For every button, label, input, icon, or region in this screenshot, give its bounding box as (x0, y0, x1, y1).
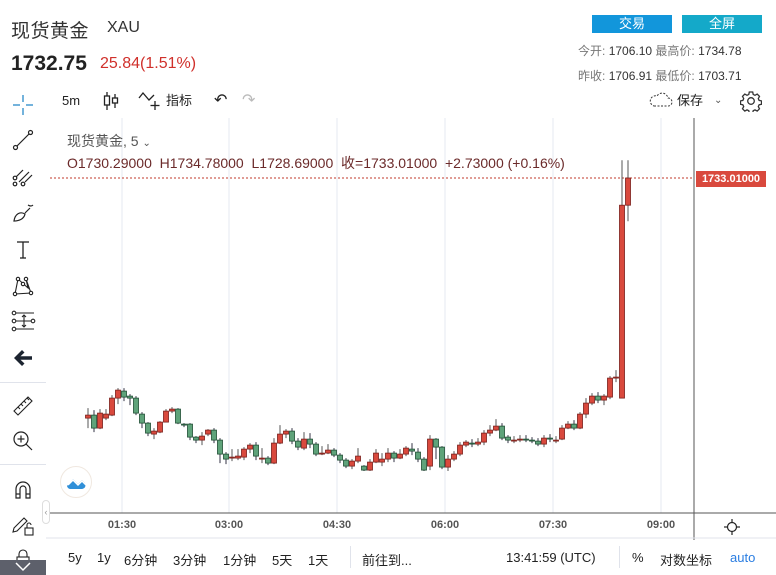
header: 现货黄金 XAU 1732.75 25.84(1.51%) 交易 全屏 今开: … (0, 0, 776, 86)
drawing-toolbar (0, 86, 46, 575)
low-value: 1703.71 (698, 69, 742, 83)
pitchfork-icon[interactable] (8, 161, 38, 191)
toolbar-divider (0, 464, 46, 465)
price-change: 25.84(1.51%) (100, 55, 197, 72)
crosshair-icon[interactable] (8, 90, 38, 120)
legend-close: 收=1733.01000 (341, 155, 438, 171)
time-axis-label: 06:00 (430, 519, 460, 531)
instrument-symbol: XAU (107, 19, 140, 36)
series-chevron-down-icon[interactable]: ⌄ (142, 138, 151, 149)
chart-toolbar: 5m 指标 ↶ ↷ 保存 ⌄ (50, 88, 776, 114)
range-5y[interactable]: 5y (68, 550, 82, 565)
high-value: 1734.78 (698, 44, 742, 58)
undo-icon[interactable]: ↶ (214, 92, 228, 109)
bottom-divider (619, 546, 620, 568)
indicators-icon[interactable] (138, 90, 162, 116)
range-1y[interactable]: 1y (97, 550, 111, 565)
toolbar-divider (0, 382, 46, 383)
ohlc-legend: O1730.29000 H1734.78000 L1728.69000 收=17… (67, 153, 565, 173)
bottom-toolbar: 5y 1y 6分钟 3分钟 1分钟 5天 1天 前往到... 13:41:59 … (46, 540, 776, 575)
instrument-title: 现货黄金 (11, 21, 90, 42)
series-title-text: 现货黄金, 5 (67, 133, 139, 149)
save-button[interactable]: 保存 (677, 93, 704, 108)
prev-close-label: 昨收: (578, 69, 606, 83)
legend-change: +2.73000 (+0.16%) (444, 155, 565, 171)
range-5d[interactable]: 5天 (272, 553, 293, 568)
cloud-icon[interactable] (649, 90, 673, 116)
trade-button[interactable]: 交易 (592, 15, 672, 33)
open-value: 1706.10 (608, 44, 653, 58)
axis-settings-icon[interactable] (723, 518, 741, 541)
candle-type-icon[interactable] (102, 91, 120, 117)
chart-logo-icon[interactable] (60, 466, 92, 498)
fullscreen-button[interactable]: 全屏 (682, 15, 762, 33)
time-axis-label: 03:00 (214, 519, 244, 531)
settings-gear-icon[interactable] (739, 90, 763, 116)
lock-drawings-icon[interactable] (8, 510, 38, 540)
prev-close-value: 1706.91 (608, 69, 653, 83)
legend-high: H1734.78000 (159, 155, 244, 171)
interval-selector[interactable]: 5m (62, 93, 81, 108)
time-axis-label: 01:30 (107, 519, 137, 531)
auto-scale-toggle[interactable]: auto (730, 550, 756, 565)
magnet-icon[interactable] (8, 475, 38, 505)
current-price: 1732.75 (11, 52, 87, 75)
high-label: 最高价: (655, 44, 695, 58)
legend-open: O1730.29000 (67, 155, 152, 171)
range-3min[interactable]: 3分钟 (173, 553, 207, 568)
collapse-toolbar-handle[interactable]: ‹ (42, 500, 50, 524)
toolbar-scroll-down-button[interactable] (0, 560, 46, 575)
goto-date-button[interactable]: 前往到... (362, 553, 412, 568)
time-axis-label: 09:00 (646, 519, 676, 531)
clock-timezone[interactable]: 13:41:59 (UTC) (506, 550, 596, 565)
log-scale-toggle[interactable]: 对数坐标 (660, 553, 713, 568)
series-title[interactable]: 现货黄金, 5 ⌄ (67, 131, 151, 151)
zoom-in-icon[interactable] (8, 426, 38, 456)
stats-row-close-low: 昨收: 1706.91 最低价: 1703.71 (578, 67, 742, 84)
legend-low: L1728.69000 (251, 155, 334, 171)
last-price-tag: 1733.01000 (696, 171, 766, 187)
low-label: 最低价: (655, 69, 695, 83)
ruler-icon[interactable] (8, 391, 38, 421)
time-axis[interactable]: 01:30 03:00 04:30 06:00 07:30 09:00 (46, 515, 696, 537)
bottom-divider (350, 546, 351, 568)
range-1min[interactable]: 1分钟 (223, 553, 257, 568)
pattern-xabcd-icon[interactable] (8, 271, 38, 301)
percent-toggle[interactable]: % (632, 550, 644, 565)
range-6min[interactable]: 6分钟 (124, 553, 158, 568)
measure-range-icon[interactable] (8, 306, 38, 336)
back-arrow-icon[interactable] (8, 343, 38, 373)
open-label: 今开: (578, 44, 606, 58)
trend-line-icon[interactable] (8, 125, 38, 155)
save-dropdown-chevron-icon[interactable]: ⌄ (714, 95, 723, 106)
text-tool-icon[interactable] (8, 235, 38, 265)
stats-row-open-high: 今开: 1706.10 最高价: 1734.78 (578, 42, 742, 59)
range-1d[interactable]: 1天 (308, 553, 329, 568)
indicators-button[interactable]: 指标 (166, 93, 193, 108)
brush-icon[interactable] (8, 198, 38, 228)
redo-icon[interactable]: ↷ (242, 92, 256, 109)
time-axis-label: 04:30 (322, 519, 352, 531)
time-axis-label: 07:30 (538, 519, 568, 531)
